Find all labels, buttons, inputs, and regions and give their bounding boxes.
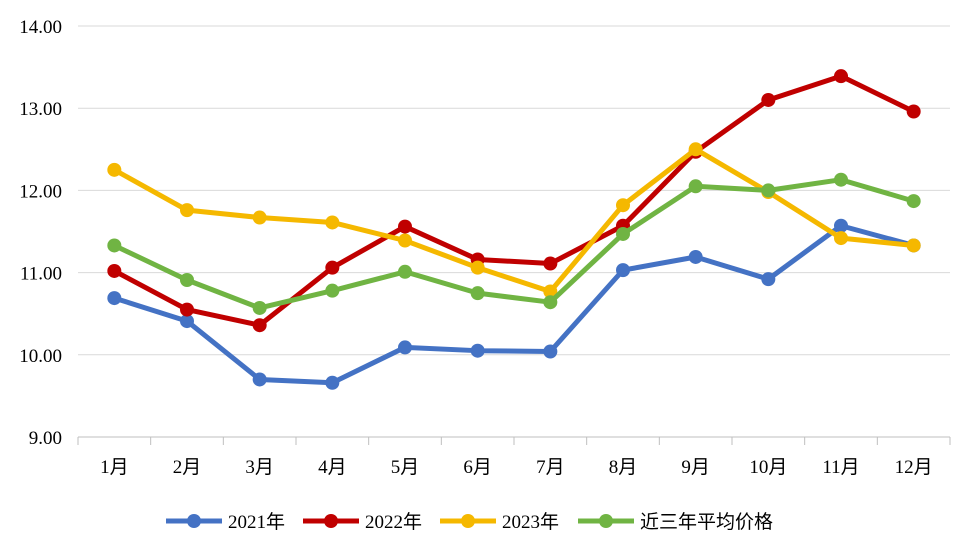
data-point — [906, 238, 921, 253]
x-tick-label: 2月 — [173, 457, 202, 478]
data-point — [180, 314, 194, 329]
data-point — [325, 283, 340, 298]
series-3 — [107, 172, 921, 315]
legend-marker — [599, 514, 613, 528]
legend-item: 2023年 — [440, 511, 559, 533]
data-point — [325, 375, 340, 390]
data-point — [616, 198, 630, 213]
data-point — [834, 218, 848, 233]
data-point — [180, 302, 194, 317]
data-point — [688, 142, 703, 157]
y-tick-label: 13.00 — [19, 99, 62, 120]
data-point — [543, 256, 558, 271]
data-point — [398, 233, 412, 248]
series-group — [107, 69, 921, 390]
legend: 2021年 2022年 2023年 近三年平均价格 — [166, 511, 773, 533]
data-point — [616, 263, 630, 278]
x-tick-label: 6月 — [463, 457, 492, 478]
x-tick-label: 3月 — [245, 457, 274, 478]
data-point — [470, 286, 485, 301]
data-point — [252, 372, 267, 387]
data-point — [906, 194, 921, 209]
series-line — [113, 146, 914, 295]
data-point — [543, 284, 558, 299]
x-tick-label: 9月 — [681, 457, 710, 478]
data-point — [398, 340, 412, 355]
x-tick-label: 4月 — [318, 457, 347, 478]
x-tick-label: 1月 — [100, 457, 129, 478]
data-point — [325, 260, 340, 275]
data-point — [834, 172, 848, 187]
data-point — [761, 183, 776, 198]
legend-item: 2022年 — [303, 511, 422, 533]
data-point — [616, 226, 630, 241]
data-point — [398, 264, 412, 279]
gridlines — [78, 25, 950, 356]
data-point — [252, 318, 267, 333]
data-point — [906, 104, 921, 119]
legend-marker — [187, 514, 201, 528]
y-tick-label: 12.00 — [19, 181, 62, 202]
legend-label: 2022年 — [365, 511, 422, 533]
x-tick-label: 12月 — [895, 457, 933, 478]
x-tick-label: 7月 — [536, 457, 565, 478]
series-2 — [107, 142, 921, 299]
x-tick-label: 5月 — [391, 457, 420, 478]
data-point — [834, 69, 848, 84]
legend-label: 近三年平均价格 — [640, 511, 773, 533]
legend-marker — [461, 514, 475, 528]
x-tick-label: 11月 — [822, 457, 859, 478]
data-point — [107, 238, 122, 253]
data-point — [761, 92, 776, 107]
series-line — [113, 73, 915, 328]
x-tick-label: 8月 — [609, 457, 638, 478]
data-point — [180, 203, 194, 218]
y-axis: 9.00 10.00 11.00 12.00 13.00 14.00 — [19, 17, 62, 449]
data-point — [688, 179, 703, 194]
data-point — [834, 231, 848, 246]
legend-item: 2021年 — [166, 511, 285, 533]
data-point — [688, 249, 703, 264]
data-point — [325, 215, 340, 230]
data-point — [107, 291, 122, 306]
y-tick-label: 10.00 — [19, 346, 62, 367]
data-point — [180, 272, 194, 287]
series-line — [113, 223, 915, 386]
y-tick-label: 14.00 — [19, 17, 62, 38]
legend-marker — [324, 514, 338, 528]
legend-label: 2023年 — [502, 511, 559, 533]
data-point — [761, 272, 776, 287]
data-point — [107, 263, 122, 278]
data-point — [398, 219, 412, 234]
data-point — [252, 210, 267, 225]
series-line — [113, 177, 915, 311]
y-tick-label: 11.00 — [20, 264, 62, 285]
data-point — [543, 344, 558, 359]
y-tick-label: 9.00 — [29, 428, 62, 449]
data-point — [543, 295, 558, 310]
series-0 — [107, 218, 921, 390]
data-point — [252, 300, 267, 315]
legend-label: 2021年 — [228, 511, 285, 533]
data-point — [470, 260, 485, 275]
legend-item: 近三年平均价格 — [578, 511, 773, 533]
x-axis: 1月 2月 3月 4月 5月 6月 7月 8月 9月 10月 11月 12月 — [77, 436, 951, 478]
data-point — [107, 162, 122, 177]
data-point — [470, 343, 485, 358]
x-tick-label: 10月 — [749, 457, 787, 478]
